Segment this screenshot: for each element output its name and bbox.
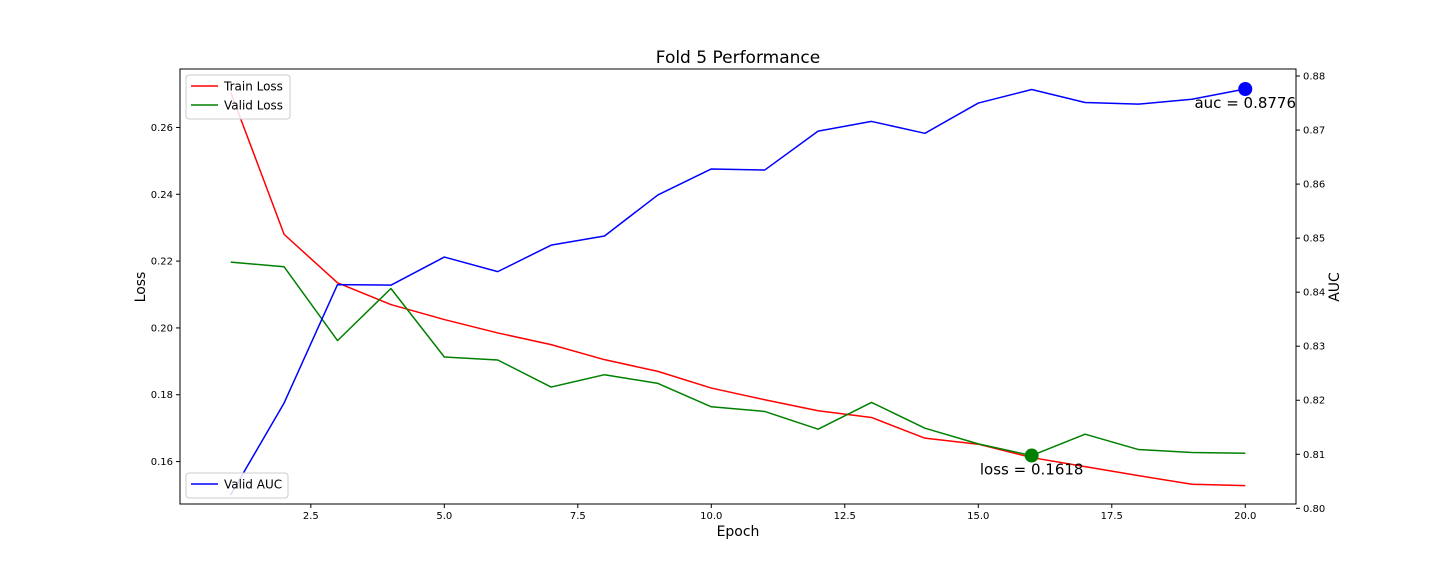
y-right-tick-label: 0.83 bbox=[1303, 342, 1325, 353]
x-tick-label: 17.5 bbox=[1101, 511, 1123, 522]
x-tick-label: 12.5 bbox=[834, 511, 856, 522]
y-right-tick-label: 0.82 bbox=[1303, 396, 1325, 407]
y-left-tick-label: 0.20 bbox=[151, 323, 173, 334]
y-left-tick-label: 0.22 bbox=[151, 257, 173, 268]
y-right-tick-label: 0.87 bbox=[1303, 126, 1325, 137]
y-right-tick-label: 0.80 bbox=[1303, 504, 1325, 515]
chart-title: Fold 5 Performance bbox=[656, 48, 820, 68]
marker-point bbox=[1024, 448, 1039, 463]
y-right-tick-label: 0.81 bbox=[1303, 450, 1325, 461]
y-left-tick-label: 0.26 bbox=[151, 123, 173, 134]
legend-box bbox=[185, 472, 289, 499]
x-tick-label: 20.0 bbox=[1234, 511, 1256, 522]
annotations: auc = 0.8776 loss = 0.1618 bbox=[980, 81, 1296, 479]
series-line-train-loss bbox=[230, 92, 1246, 487]
marker-annotation: auc = 0.8776 bbox=[1194, 94, 1296, 112]
x-tick-label: 10.0 bbox=[700, 511, 722, 522]
plot-frame bbox=[179, 68, 1297, 505]
x-axis-label: Epoch bbox=[717, 524, 760, 540]
series-group bbox=[230, 88, 1246, 496]
series-line-valid-auc bbox=[230, 88, 1246, 496]
legend-label: Valid Loss bbox=[224, 99, 283, 113]
axes: 2.5 5.0 7.5 10.0 12.5 15.0 17.5 20.0 0.16 0.18 0.2… bbox=[151, 72, 1326, 522]
x-tick-label: 5.0 bbox=[436, 511, 452, 522]
y-right-tick-label: 0.86 bbox=[1303, 180, 1325, 191]
plot-area bbox=[230, 88, 1246, 496]
legend-label: Train Loss bbox=[223, 80, 283, 94]
series-line-valid-loss bbox=[230, 261, 1246, 457]
y-left-tick-label: 0.18 bbox=[151, 390, 173, 401]
y-left-tick-label: 0.24 bbox=[151, 190, 173, 201]
x-tick-label: 7.5 bbox=[570, 511, 586, 522]
y-right-tick-label: 0.84 bbox=[1303, 288, 1325, 299]
y-axis-right-label: AUC bbox=[1327, 272, 1343, 302]
x-tick-label: 15.0 bbox=[967, 511, 989, 522]
y-left-tick-label: 0.16 bbox=[151, 457, 173, 468]
legend-label: Valid AUC bbox=[224, 478, 282, 492]
x-tick-label: 2.5 bbox=[303, 511, 319, 522]
y-right-tick-label: 0.85 bbox=[1303, 234, 1325, 245]
y-axis-left-label: Loss bbox=[133, 272, 149, 303]
marker-point bbox=[1238, 81, 1253, 96]
y-right-tick-label: 0.88 bbox=[1303, 72, 1325, 83]
legends: Train Loss Valid Loss Valid AUC bbox=[185, 74, 291, 499]
marker-annotation: loss = 0.1618 bbox=[980, 461, 1084, 479]
